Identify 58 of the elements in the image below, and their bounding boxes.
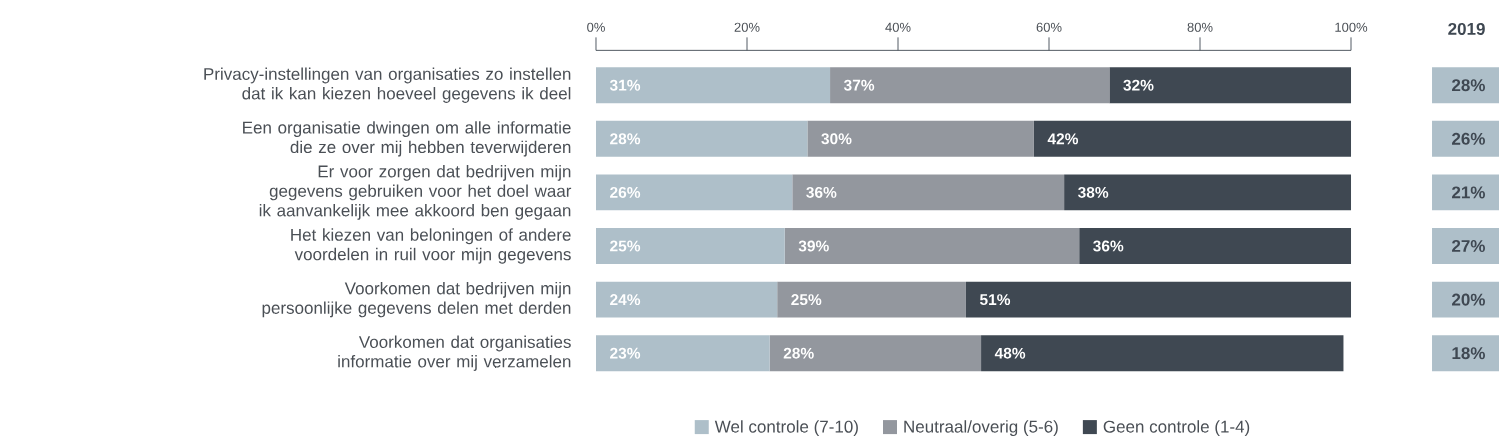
- text: 2019: [1448, 22, 1485, 35]
- x-tick-label: 40%: [885, 22, 911, 32]
- bar: [1079, 228, 1352, 264]
- bar: [596, 120, 808, 157]
- data-label: 30%: [821, 133, 852, 145]
- data-label: 28%: [783, 347, 814, 359]
- x-tick-label: 60%: [1036, 22, 1062, 32]
- data-label: 39%: [798, 240, 829, 252]
- bar: [965, 281, 1352, 318]
- y-tick-label: Een organisatie dwingen om alle informatie die ze over mij hebben teverwijderen: [243, 121, 571, 157]
- bar: [830, 67, 1110, 104]
- bar: [596, 174, 793, 211]
- data-label: 51%: [979, 294, 1011, 306]
- x-tick-label: 0%: [587, 22, 605, 32]
- data-label: 25%: [610, 240, 641, 252]
- bar: [784, 228, 1080, 264]
- data-label: 31%: [609, 79, 641, 91]
- legend-label: Neutraal/overig (5-6): [904, 420, 1058, 437]
- bar: [769, 335, 982, 372]
- text: 27%: [1452, 239, 1485, 253]
- y-tick-label: Privacy-instellingen van organisaties zo instellen dat ik kan kiezen hoeveel gegevens ik deel: [204, 67, 571, 103]
- y-tick-label: Voorkomen dat organisaties informatie over mij verzamelen: [338, 335, 571, 371]
- text: 21%: [1452, 186, 1485, 199]
- bar: [596, 228, 785, 264]
- bar: [1064, 174, 1352, 211]
- data-label: 36%: [1093, 240, 1124, 252]
- bar: [1109, 67, 1352, 104]
- bar: [981, 335, 1344, 372]
- y-tick-label: Er voor zorgen dat bedrijven mijn gegevens gebruiken voor het doel waar ik aanvankelijk mee akkoord ben gegaan: [259, 164, 572, 220]
- bar: [596, 281, 778, 318]
- data-label: 38%: [1077, 186, 1109, 198]
- data-label: 24%: [610, 294, 641, 306]
- data-label: 25%: [791, 294, 822, 306]
- data-label: 42%: [1047, 133, 1079, 145]
- data-label: 48%: [994, 347, 1026, 359]
- text: 28%: [1452, 79, 1485, 92]
- bar: [777, 281, 966, 318]
- data-label: 26%: [610, 186, 641, 198]
- x-tick-label: 20%: [734, 22, 760, 32]
- bar: [596, 335, 770, 372]
- legend-label: Wel controle (7-10): [714, 420, 858, 437]
- y-tick-label: Het kiezen van beloningen of andere voordelen in ruil voor mijn gegevens: [291, 228, 571, 264]
- bar: [596, 67, 831, 104]
- bar: [1033, 120, 1352, 157]
- x-tick-label: 100%: [1335, 22, 1368, 32]
- text: 18%: [1452, 347, 1485, 360]
- data-label: 37%: [843, 79, 875, 91]
- x-tick-label: 80%: [1187, 22, 1213, 32]
- text: 20%: [1452, 293, 1485, 306]
- data-label: 32%: [1123, 79, 1154, 91]
- text: 26%: [1452, 132, 1485, 145]
- bar: [807, 120, 1034, 157]
- bar: [792, 174, 1065, 211]
- data-label: 28%: [610, 133, 641, 145]
- data-label: 36%: [806, 186, 837, 198]
- legend-label: Geen controle (1-4): [1103, 420, 1250, 437]
- y-tick-label: Voorkomen dat bedrijven mijn persoonlijke gegevens delen met derden: [262, 281, 571, 318]
- data-label: 23%: [610, 347, 641, 359]
